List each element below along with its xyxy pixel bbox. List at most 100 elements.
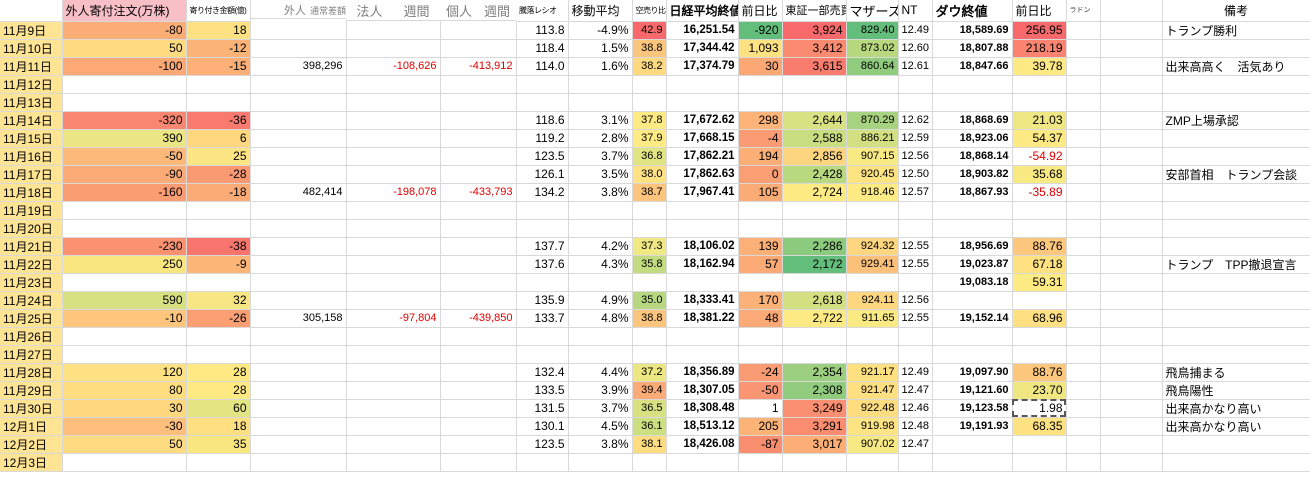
cell-remarks[interactable] — [1162, 219, 1310, 238]
cell-nikkei-close[interactable]: 18,308.48 — [666, 399, 739, 418]
cell-date[interactable]: 11月20日 — [0, 219, 63, 238]
cell-dow-close[interactable] — [932, 453, 1013, 472]
header-remarks[interactable]: 備考 — [1162, 0, 1310, 22]
cell-open-amount[interactable]: 32 — [186, 291, 251, 310]
cell-dow-close[interactable] — [932, 201, 1013, 220]
cell-remarks[interactable]: トランプ勝利 — [1162, 21, 1310, 40]
cell-short-ratio[interactable]: 38.0 — [632, 165, 667, 184]
cell-ma-dev[interactable] — [568, 75, 633, 94]
cell-remarks[interactable] — [1162, 453, 1310, 472]
cell-short-ratio[interactable] — [632, 93, 667, 112]
cell-remarks[interactable] — [1162, 291, 1310, 310]
cell-foreign-week[interactable] — [250, 417, 347, 436]
cell-remarks[interactable] — [1162, 93, 1310, 112]
cell-nikkei-chg[interactable] — [738, 453, 783, 472]
cell-indiv-week[interactable] — [440, 219, 517, 238]
cell-foreign-open-order[interactable]: 120 — [62, 363, 187, 382]
cell-dow-chg[interactable]: 1.98 — [1012, 399, 1067, 418]
cell-open-amount[interactable] — [186, 201, 251, 220]
cell-updown-ratio[interactable]: 134.2 — [516, 183, 569, 202]
cell-tse1-value[interactable]: 2,724 — [782, 183, 847, 202]
cell-date[interactable]: 12月2日 — [0, 435, 63, 454]
cell-mothers[interactable]: 911.65 — [846, 309, 899, 328]
header-corp-week[interactable]: 法人 週間 — [346, 0, 440, 21]
cell-indiv-week[interactable] — [440, 453, 517, 472]
header-dow-close[interactable]: ダウ終値 — [932, 0, 1013, 22]
cell-dow-chg[interactable]: 35.68 — [1012, 165, 1067, 184]
cell-nikkei-close[interactable]: 17,374.79 — [666, 57, 739, 76]
cell-mothers[interactable] — [846, 93, 899, 112]
cell-remarks[interactable]: 出来高高く 活気あり — [1162, 57, 1310, 76]
cell-updown-ratio[interactable]: 119.2 — [516, 129, 569, 148]
cell-tse1-value[interactable] — [782, 201, 847, 220]
cell-radon[interactable] — [1066, 57, 1101, 76]
cell-nikkei-chg[interactable]: -24 — [738, 363, 783, 382]
cell-remarks[interactable]: ZMP上場承認 — [1162, 111, 1310, 130]
cell-dow-close[interactable] — [932, 219, 1013, 238]
cell-open-amount[interactable]: 18 — [186, 21, 251, 40]
cell-dow-chg[interactable] — [1012, 75, 1067, 94]
cell-date[interactable]: 11月11日 — [0, 57, 63, 76]
cell-short-ratio[interactable]: 35.0 — [632, 291, 667, 310]
cell-updown-ratio[interactable]: 131.5 — [516, 399, 569, 418]
cell-mothers[interactable] — [846, 273, 899, 292]
cell-date[interactable]: 11月16日 — [0, 147, 63, 166]
cell-foreign-week[interactable] — [250, 255, 347, 274]
cell-corp-week[interactable] — [346, 21, 441, 40]
cell-date[interactable]: 11月22日 — [0, 255, 63, 274]
cell-remarks[interactable] — [1162, 327, 1310, 346]
cell-open-amount[interactable]: 6 — [186, 129, 251, 148]
cell-nt[interactable]: 12.49 — [898, 363, 933, 382]
cell-nikkei-chg[interactable]: 0 — [738, 165, 783, 184]
cell-dow-chg[interactable]: 23.70 — [1012, 381, 1067, 400]
cell-tse1-value[interactable]: 3,249 — [782, 399, 847, 418]
cell-indiv-week[interactable] — [440, 129, 517, 148]
cell-tse1-value[interactable]: 2,354 — [782, 363, 847, 382]
cell-spacer[interactable] — [1100, 39, 1163, 58]
cell-nikkei-close[interactable] — [666, 219, 739, 238]
cell-nikkei-close[interactable]: 16,251.54 — [666, 21, 739, 40]
cell-short-ratio[interactable] — [632, 345, 667, 364]
cell-corp-week[interactable] — [346, 75, 441, 94]
cell-radon[interactable] — [1066, 147, 1101, 166]
cell-ma-dev[interactable] — [568, 201, 633, 220]
cell-tse1-value[interactable]: 2,722 — [782, 309, 847, 328]
cell-ma-dev[interactable]: -4.9% — [568, 21, 633, 40]
cell-tse1-value[interactable]: 3,017 — [782, 435, 847, 454]
cell-tse1-value[interactable] — [782, 345, 847, 364]
cell-spacer[interactable] — [1100, 435, 1163, 454]
cell-updown-ratio[interactable]: 137.6 — [516, 255, 569, 274]
cell-nikkei-chg[interactable] — [738, 201, 783, 220]
header-nikkei-change[interactable]: 前日比 — [738, 0, 783, 22]
cell-spacer[interactable] — [1100, 219, 1163, 238]
cell-ma-dev[interactable]: 4.5% — [568, 417, 633, 436]
cell-mothers[interactable]: 922.48 — [846, 399, 899, 418]
cell-indiv-week[interactable] — [440, 381, 517, 400]
cell-remarks[interactable] — [1162, 273, 1310, 292]
cell-foreign-week[interactable] — [250, 327, 347, 346]
cell-nikkei-chg[interactable] — [738, 93, 783, 112]
cell-spacer[interactable] — [1100, 237, 1163, 256]
cell-foreign-week[interactable] — [250, 219, 347, 238]
cell-nt[interactable]: 12.48 — [898, 417, 933, 436]
cell-ma-dev[interactable]: 3.9% — [568, 381, 633, 400]
cell-corp-week[interactable] — [346, 273, 441, 292]
cell-foreign-week[interactable] — [250, 381, 347, 400]
cell-updown-ratio[interactable]: 130.1 — [516, 417, 569, 436]
cell-indiv-week[interactable] — [440, 255, 517, 274]
cell-foreign-open-order[interactable]: -10 — [62, 309, 187, 328]
cell-dow-chg[interactable]: 21.03 — [1012, 111, 1067, 130]
cell-corp-week[interactable] — [346, 417, 441, 436]
cell-open-amount[interactable]: 28 — [186, 381, 251, 400]
cell-spacer[interactable] — [1100, 255, 1163, 274]
cell-corp-week[interactable] — [346, 39, 441, 58]
cell-nt[interactable]: 12.55 — [898, 237, 933, 256]
cell-open-amount[interactable] — [186, 219, 251, 238]
cell-date[interactable]: 11月26日 — [0, 327, 63, 346]
cell-indiv-week[interactable] — [440, 21, 517, 40]
cell-nikkei-chg[interactable]: -87 — [738, 435, 783, 454]
header-foreign-open-order[interactable]: 外人寄付注文(万株) — [62, 0, 187, 22]
header-radon[interactable]: ラドン — [1066, 0, 1101, 22]
cell-open-amount[interactable]: -28 — [186, 165, 251, 184]
cell-short-ratio[interactable]: 36.1 — [632, 417, 667, 436]
